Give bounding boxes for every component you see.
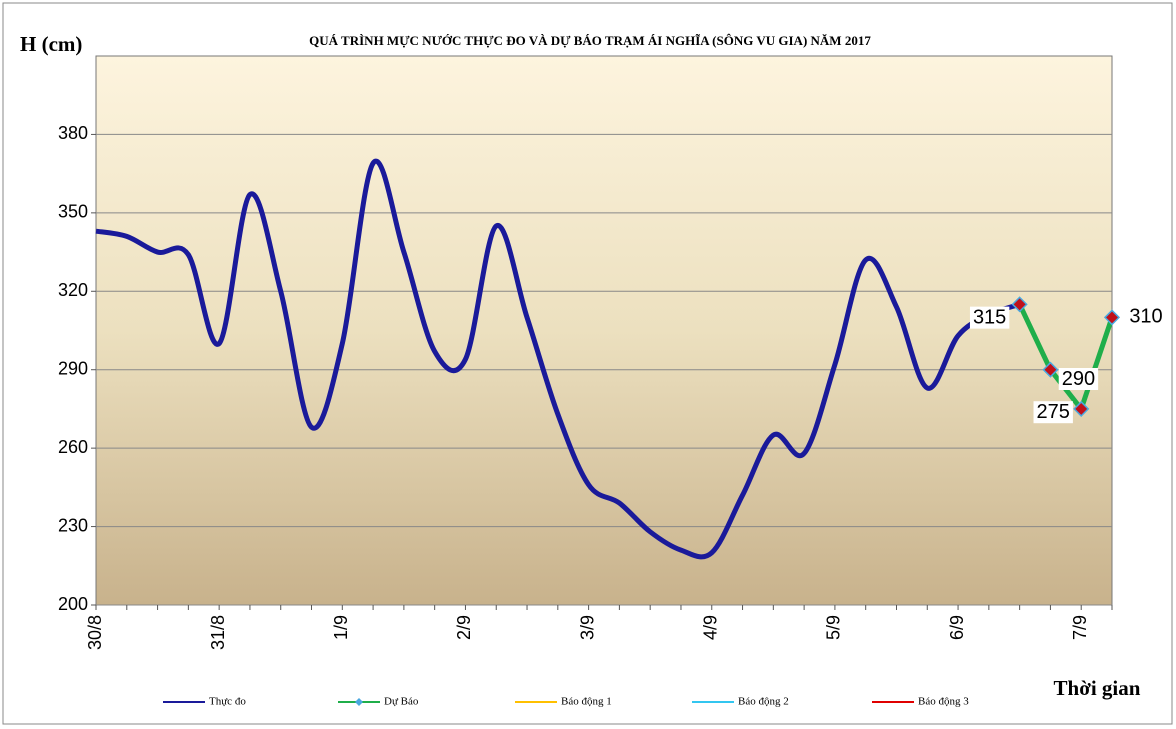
legend-label: Báo động 1 bbox=[561, 696, 612, 708]
data-label: 275 bbox=[1037, 401, 1070, 423]
data-label: 315 bbox=[973, 307, 1006, 329]
y-tick-label: 290 bbox=[58, 358, 88, 378]
plot-area bbox=[95, 55, 1113, 606]
y-axis-label: H (cm) bbox=[20, 32, 82, 56]
x-tick-label: 30/8 bbox=[85, 615, 105, 650]
marker bbox=[1042, 361, 1059, 378]
data-label: 290 bbox=[1062, 368, 1095, 390]
data-label-bg bbox=[1058, 367, 1099, 390]
y-tick-label: 380 bbox=[58, 123, 88, 143]
x-tick-label: 7/9 bbox=[1070, 615, 1090, 640]
data-label-bg bbox=[1126, 305, 1166, 328]
legend-marker bbox=[355, 698, 363, 706]
marker bbox=[1073, 400, 1090, 417]
legend-label: Báo động 3 bbox=[918, 696, 969, 708]
x-tick-label: 4/9 bbox=[701, 615, 721, 640]
marker bbox=[1103, 309, 1121, 326]
x-tick-label: 1/9 bbox=[331, 615, 351, 640]
chart-title: QUÁ TRÌNH MỰC NƯỚC THỰC ĐO VÀ DỰ BÁO TRẠ… bbox=[309, 33, 871, 48]
x-axis-label: Thời gian bbox=[1054, 676, 1141, 700]
marker bbox=[1011, 296, 1028, 313]
x-tick-label: 31/8 bbox=[208, 615, 228, 650]
legend-label: Dự Báo bbox=[384, 696, 419, 708]
y-tick-label: 230 bbox=[58, 515, 88, 535]
data-label-bg bbox=[1033, 401, 1073, 424]
series-line bbox=[95, 158, 1021, 560]
x-tick-label: 5/9 bbox=[824, 615, 844, 640]
y-tick-label: 260 bbox=[58, 437, 88, 457]
data-label-group: 310 bbox=[1126, 305, 1166, 328]
data-label-bg bbox=[969, 306, 1010, 329]
data-label-group: 275 bbox=[1033, 401, 1073, 424]
y-tick-label: 320 bbox=[58, 280, 88, 300]
data-label-group: 290 bbox=[1058, 367, 1099, 390]
legend-label: Báo động 2 bbox=[738, 696, 789, 708]
y-tick-label: 350 bbox=[58, 202, 88, 222]
legend-label: Thực đo bbox=[209, 696, 246, 708]
x-tick-label: 3/9 bbox=[577, 615, 597, 640]
x-tick-label: 2/9 bbox=[454, 615, 474, 640]
data-label-group: 315 bbox=[969, 306, 1010, 329]
data-label: 310 bbox=[1129, 306, 1162, 328]
y-tick-label: 200 bbox=[58, 594, 88, 614]
x-tick-label: 6/9 bbox=[947, 615, 967, 640]
